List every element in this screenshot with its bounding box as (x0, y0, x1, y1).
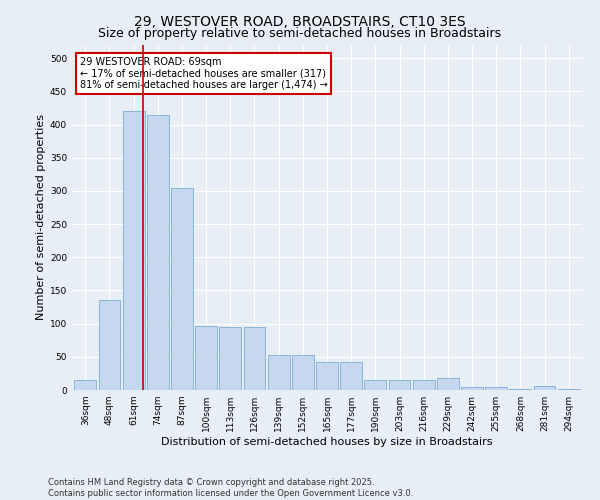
Bar (340, 362, 362, 390)
Bar (123, 112, 145, 390)
Bar (98, 300, 121, 390)
X-axis label: Distribution of semi-detached houses by size in Broadstairs: Distribution of semi-detached houses by … (161, 437, 493, 447)
Bar (485, 388, 507, 390)
Bar (147, 114, 169, 390)
Y-axis label: Number of semi-detached properties: Number of semi-detached properties (36, 114, 46, 320)
Bar (195, 326, 217, 390)
Bar (461, 388, 483, 390)
Text: Contains HM Land Registry data © Crown copyright and database right 2025.
Contai: Contains HM Land Registry data © Crown c… (48, 478, 413, 498)
Text: 29, WESTOVER ROAD, BROADSTAIRS, CT10 3ES: 29, WESTOVER ROAD, BROADSTAIRS, CT10 3ES (134, 15, 466, 29)
Bar (533, 386, 556, 390)
Bar (171, 188, 193, 390)
Bar (292, 355, 314, 390)
Bar (268, 355, 290, 390)
Bar (389, 380, 410, 390)
Bar (316, 362, 338, 390)
Bar (413, 380, 434, 390)
Bar (437, 378, 459, 390)
Bar (364, 380, 386, 390)
Text: Size of property relative to semi-detached houses in Broadstairs: Size of property relative to semi-detach… (98, 28, 502, 40)
Text: 29 WESTOVER ROAD: 69sqm
← 17% of semi-detached houses are smaller (317)
81% of s: 29 WESTOVER ROAD: 69sqm ← 17% of semi-de… (80, 57, 328, 90)
Bar (74, 380, 96, 390)
Bar (244, 327, 265, 390)
Bar (220, 327, 241, 390)
